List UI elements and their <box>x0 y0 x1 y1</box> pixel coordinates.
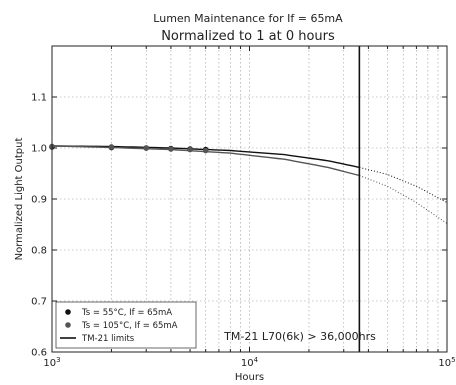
data-point-series-2 <box>143 145 150 151</box>
legend-label: TM-21 limits <box>81 334 135 344</box>
legend: Ts = 55°C, If = 65mA Ts = 105°C, If = 65m… <box>55 301 197 349</box>
y-tick-label: 1.0 <box>31 144 47 155</box>
data-point-series-2 <box>202 147 209 154</box>
grid-lines <box>52 46 447 352</box>
y-axis-ticks: 0.6 0.7 0.8 0.9 1.0 1.1 <box>31 93 447 359</box>
x-tick-label: 104 <box>241 356 259 369</box>
y-tick-label: 0.8 <box>31 246 47 257</box>
x-axis-label: Hours <box>235 372 264 383</box>
y-tick-label: 0.9 <box>31 195 47 206</box>
legend-marker-dot <box>65 322 71 328</box>
y-tick-label: 0.6 <box>31 348 47 359</box>
chart-subtitle: Normalized to 1 at 0 hours <box>161 29 335 44</box>
legend-label: Ts = 55°C, If = 65mA <box>81 308 172 318</box>
legend-box <box>55 301 197 349</box>
data-point-series-2 <box>168 146 174 152</box>
y-axis-label: Normalized Light Output <box>14 138 25 261</box>
legend-label: Ts = 105°C, If = 65mA <box>81 321 178 331</box>
x-tick-label: 103 <box>43 356 60 369</box>
data-point-series-2 <box>187 146 193 153</box>
data-point-series-2 <box>108 144 115 150</box>
legend-marker-dot <box>65 309 71 315</box>
x-tick-label: 105 <box>438 356 455 369</box>
extrapolation-curve-series-2 <box>359 175 448 224</box>
tm21-annotation: TM-21 L70(6k) > 36,000hrs <box>223 330 376 343</box>
x-axis-ticks: 103 104 105 <box>43 46 456 369</box>
chart-title: Lumen Maintenance for If = 65mA <box>153 12 343 25</box>
extrapolation-curves <box>359 166 448 224</box>
y-tick-label: 0.7 <box>31 297 47 308</box>
y-tick-label: 1.1 <box>31 93 47 104</box>
